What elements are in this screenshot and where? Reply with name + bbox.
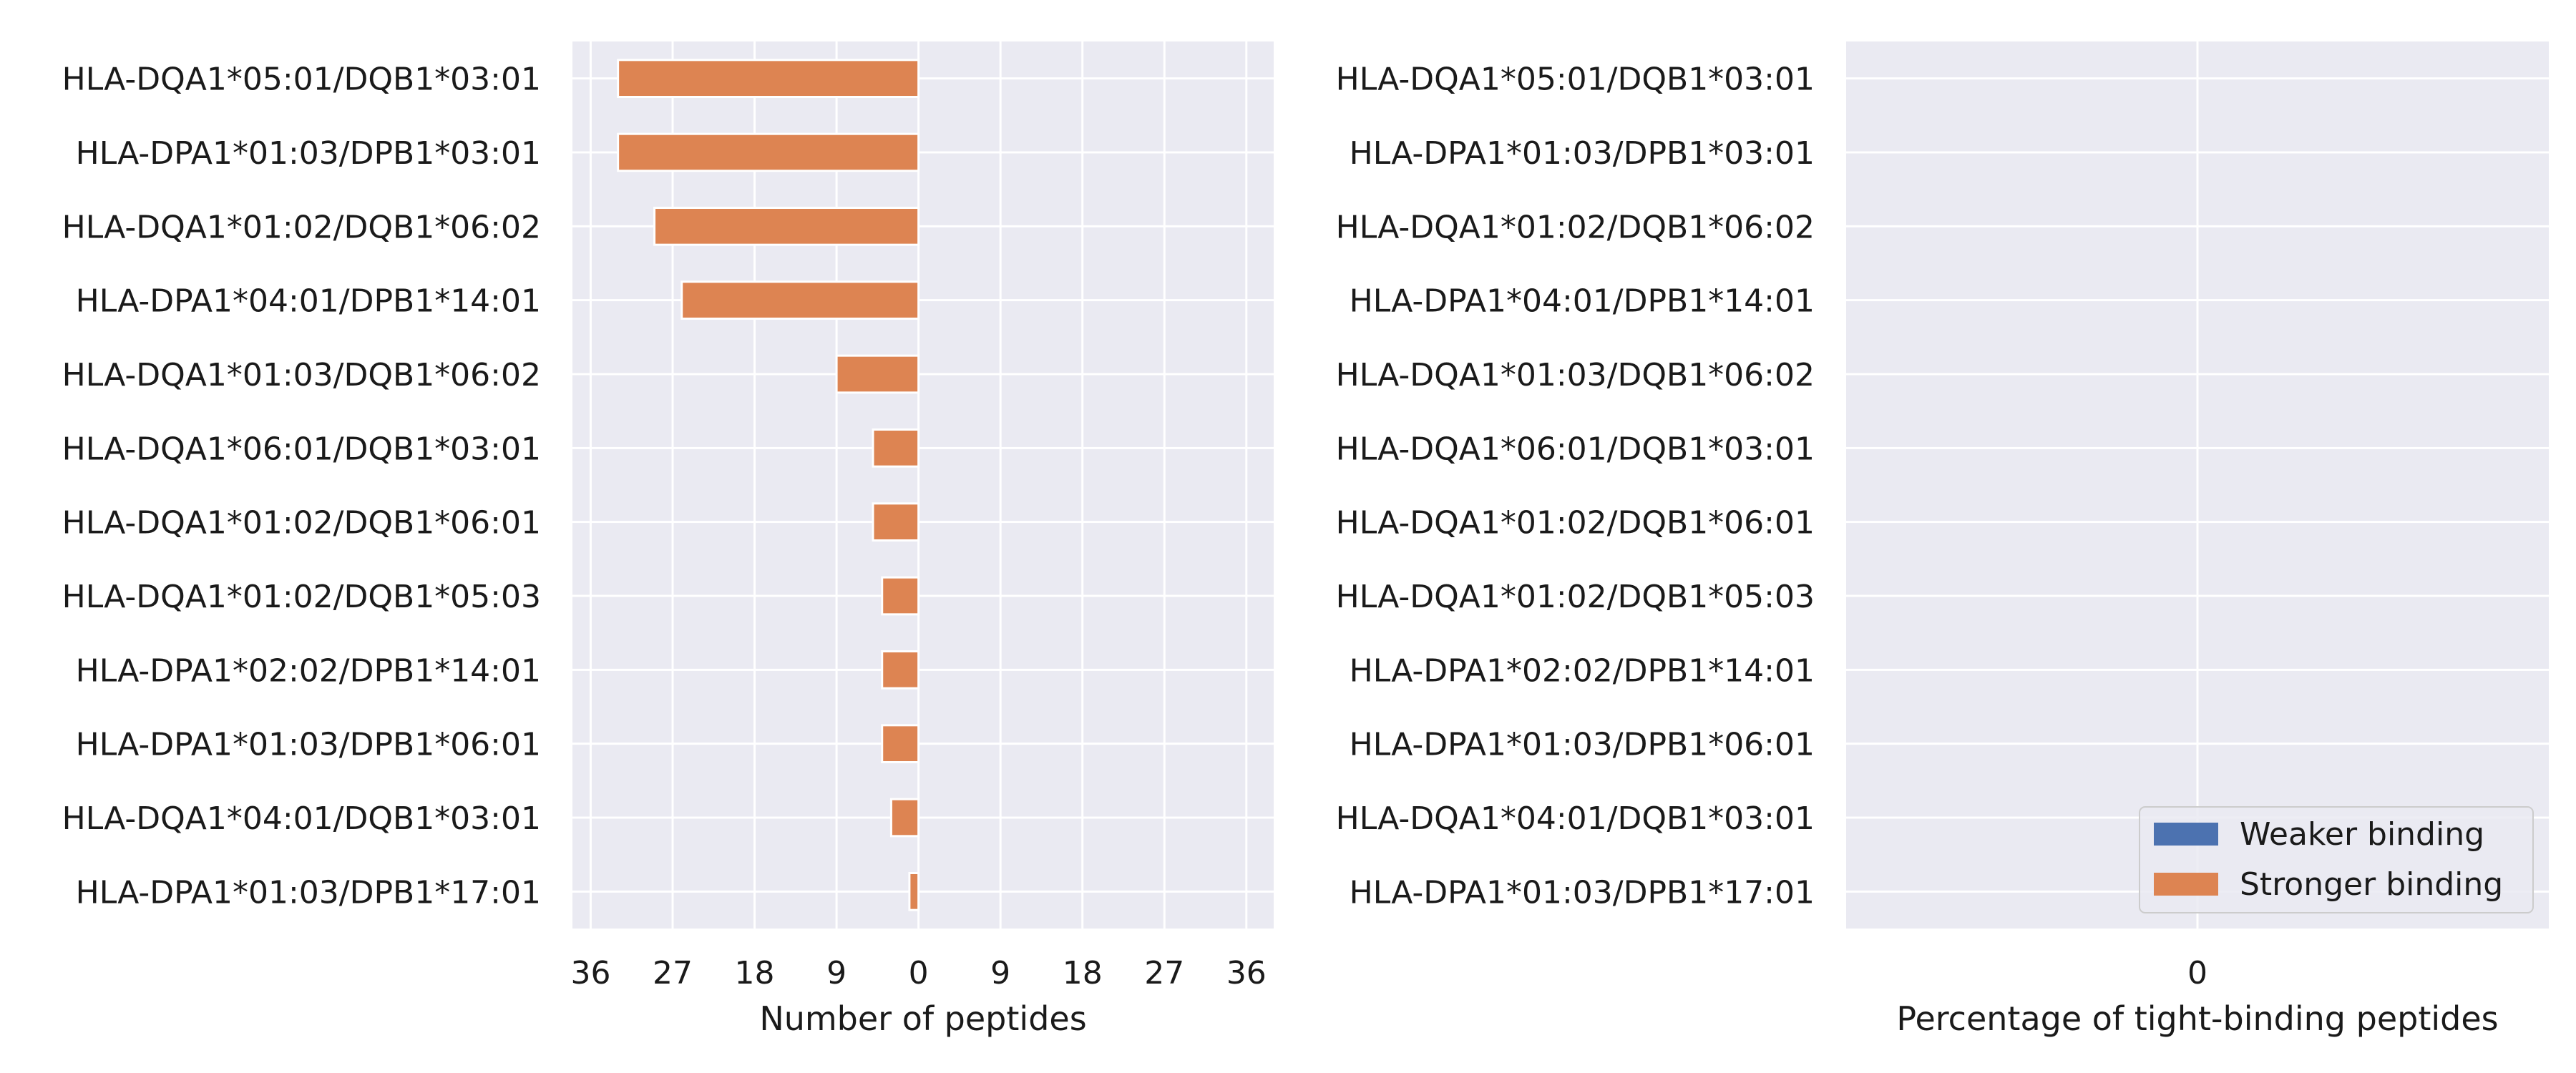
legend-swatch-weaker [2154,823,2218,846]
bar-stronger-binding [872,428,920,468]
category-label: HLA-DQA1*01:02/DQB1*06:01 [62,505,541,542]
left-gridlines [572,41,1274,929]
category-label: HLA-DQA1*01:02/DQB1*06:02 [1336,209,1815,245]
x-tick-label: 0 [2187,955,2207,991]
bar-stronger-binding [680,280,920,320]
right-x-tick-labels: 0 [2187,955,2207,991]
category-label: HLA-DPA1*04:01/DPB1*14:01 [1350,283,1815,320]
category-label: HLA-DPA1*01:03/DPB1*17:01 [76,874,541,911]
x-tick-label: 9 [826,955,847,991]
bar-stronger-binding [617,59,920,99]
left-plot-area [572,41,1274,929]
category-label: HLA-DQA1*05:01/DQB1*03:01 [1336,62,1815,98]
category-label: HLA-DPA1*01:03/DPB1*03:01 [1350,135,1815,172]
x-tick-label: 9 [990,955,1010,991]
category-label: HLA-DQA1*04:01/DQB1*03:01 [1336,800,1815,837]
bar-stronger-binding [835,354,920,394]
x-tick-label: 36 [1226,955,1267,991]
legend-label-weaker: Weaker binding [2240,816,2484,853]
right-x-axis-label: Percentage of tight-binding peptides [1896,999,2498,1038]
bar-stronger-binding [889,798,920,838]
category-label: HLA-DPA1*04:01/DPB1*14:01 [76,283,541,320]
bar-stronger-binding [908,872,920,911]
legend-label-stronger: Stronger binding [2240,866,2503,903]
x-tick-label: 36 [570,955,610,991]
x-tick-label: 27 [653,955,693,991]
bar-stronger-binding [653,207,920,246]
bar-stronger-binding [617,132,920,172]
category-label: HLA-DQA1*05:01/DQB1*03:01 [62,62,541,98]
category-label: HLA-DPA1*01:03/DPB1*06:01 [76,727,541,763]
category-label: HLA-DPA1*02:02/DPB1*14:01 [1350,652,1815,689]
category-label: HLA-DPA1*01:03/DPB1*06:01 [1350,727,1815,763]
category-label: HLA-DQA1*06:01/DQB1*03:01 [62,431,541,467]
left-bars [617,59,920,911]
bar-stronger-binding [881,576,920,616]
x-tick-label: 0 [909,955,929,991]
left-x-tick-labels: 36 27 18 9 0 9 18 27 36 [570,955,1266,991]
category-label: HLA-DQA1*01:03/DQB1*06:02 [62,357,541,393]
bar-stronger-binding [881,724,920,763]
right-chart-panel: HLA-DQA1*05:01/DQB1*03:01 HLA-DPA1*01:03/… [1336,41,2549,1038]
category-label: HLA-DQA1*01:02/DQB1*06:02 [62,209,541,245]
category-label: HLA-DPA1*02:02/DPB1*14:01 [76,652,541,689]
category-label: HLA-DQA1*06:01/DQB1*03:01 [1336,431,1815,467]
right-category-labels: HLA-DQA1*05:01/DQB1*03:01 HLA-DPA1*01:03/… [1336,62,1815,911]
category-label: HLA-DQA1*01:02/DQB1*05:03 [62,579,541,615]
x-tick-label: 18 [735,955,775,991]
category-label: HLA-DQA1*01:02/DQB1*06:01 [1336,505,1815,542]
bar-stronger-binding [872,502,920,542]
x-tick-label: 18 [1063,955,1103,991]
legend-swatch-stronger [2154,873,2218,896]
category-label: HLA-DQA1*04:01/DQB1*03:01 [62,800,541,837]
left-x-axis-label: Number of peptides [759,999,1086,1038]
category-label: HLA-DPA1*01:03/DPB1*03:01 [76,135,541,172]
x-tick-label: 27 [1144,955,1184,991]
left-category-labels: HLA-DQA1*05:01/DQB1*03:01 HLA-DPA1*01:03/… [62,62,541,911]
category-label: HLA-DQA1*01:02/DQB1*05:03 [1336,579,1815,615]
chart-legend: Weaker binding Stronger binding [2139,806,2534,913]
bar-stronger-binding [881,650,920,690]
left-chart-panel: HLA-DQA1*05:01/DQB1*03:01 HLA-DPA1*01:03/… [62,41,1274,1038]
category-label: HLA-DPA1*01:03/DPB1*17:01 [1350,874,1815,911]
category-label: HLA-DQA1*01:03/DQB1*06:02 [1336,357,1815,393]
legend-frame [2139,806,2534,913]
